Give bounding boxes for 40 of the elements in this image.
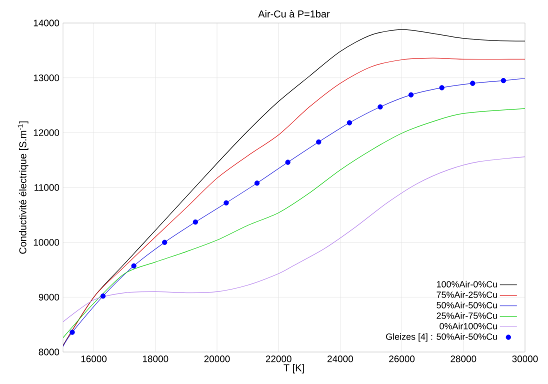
- y-tick-label: 9000: [38, 294, 60, 301]
- y-tick-label: 14000: [34, 20, 60, 26]
- y-tick-label: 13000: [34, 74, 60, 82]
- x-tick-label: 18000: [142, 356, 168, 362]
- point: [70, 330, 75, 335]
- x-tick-label: 26000: [389, 356, 415, 362]
- x-tick-label: 24000: [328, 356, 353, 362]
- point: [224, 200, 229, 206]
- legend-label: 0%Air100%Cu: [440, 322, 497, 330]
- point: [378, 104, 383, 110]
- y-axis-title: Conductivité électrique [S.m$^{-1}$]: [18, 121, 28, 254]
- point: [470, 80, 476, 86]
- x-tick-label: 22000: [266, 356, 292, 362]
- x-tick-label: 28000: [450, 356, 476, 362]
- x-tick-label: 30000: [512, 356, 538, 362]
- legend-label: 25%Air-75%Cu: [436, 312, 497, 319]
- y-tick-label: 11000: [34, 184, 60, 191]
- point: [192, 219, 198, 225]
- legend-label: 100%Air-0%Cu: [436, 280, 497, 288]
- point: [162, 240, 168, 245]
- point: [408, 92, 414, 98]
- y-tick-label: 12000: [34, 129, 60, 136]
- y-tick-label: 10000: [34, 238, 60, 246]
- point: [316, 139, 322, 145]
- point: [439, 85, 444, 90]
- y-tick-label: 8000: [38, 348, 60, 356]
- point: [254, 180, 260, 186]
- x-tick-label: 20000: [204, 356, 230, 362]
- point: [346, 120, 352, 126]
- legend-label: Gleizes [4] : 50%Air-50%Cu: [386, 333, 497, 342]
- x-tick-label: 16000: [81, 356, 107, 362]
- legend-label: 75%Air-25%Cu: [436, 291, 497, 298]
- point: [100, 293, 106, 299]
- legend-label: 50%Air-50%Cu: [436, 302, 497, 308]
- point: [285, 160, 290, 165]
- chart-title: Air-Cu à P=1bar: [258, 10, 330, 18]
- x-axis-title: T [K]: [284, 364, 304, 374]
- point: [131, 263, 136, 268]
- line-series: [63, 156, 526, 322]
- point: [500, 78, 506, 84]
